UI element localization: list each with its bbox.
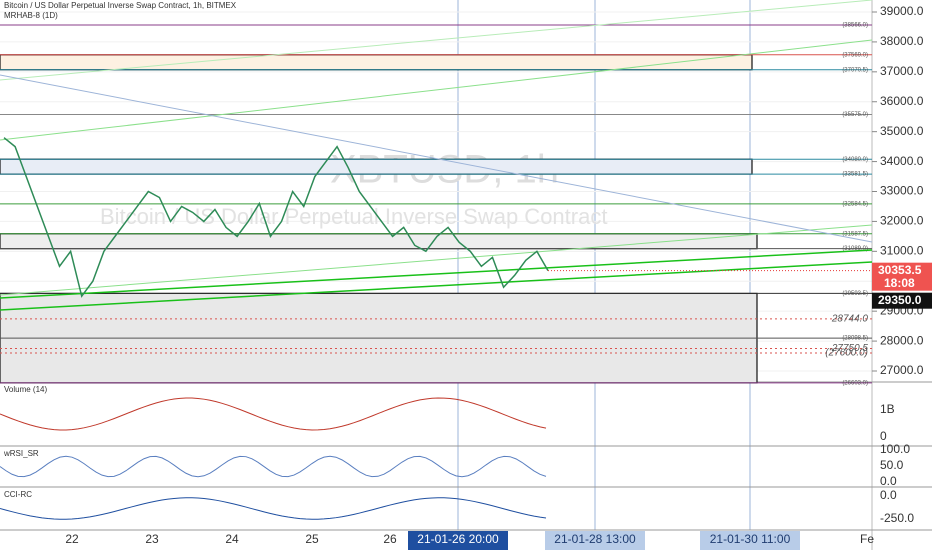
level-label: (34080.0) xyxy=(842,157,868,163)
level-label: (27600.0) xyxy=(825,348,868,359)
time-label: 23 xyxy=(145,532,159,546)
pane-tick-label: 1B xyxy=(880,402,895,416)
pane-tick-label: 100.0 xyxy=(880,442,910,456)
watermark-sub: Bitcoin / US Dollar Perpetual Inverse Sw… xyxy=(100,204,607,229)
trend-line xyxy=(0,249,873,299)
level-label: 27750.5 xyxy=(831,343,869,354)
last-price-tag xyxy=(872,262,932,291)
time-label: 22 xyxy=(65,532,79,546)
time-marker: 21-01-30 11:00 xyxy=(710,532,791,546)
trend-line xyxy=(0,74,873,243)
zone-box xyxy=(0,158,753,175)
price-tick-label: 28000.0 xyxy=(880,333,924,347)
pane-tick-label: -250.0 xyxy=(880,511,914,525)
indicator-line xyxy=(0,455,547,478)
pane-label: CCI-RC xyxy=(4,490,32,499)
pane-tick-label: 0.0 xyxy=(880,474,897,488)
level-label: (32584.5) xyxy=(842,202,868,208)
price-tick-label: 39000.0 xyxy=(880,4,924,18)
level-label: (28098.5) xyxy=(842,336,868,342)
time-marker: 21-01-26 20:00 xyxy=(417,532,499,546)
time-marker-bg xyxy=(408,531,508,550)
trend-line xyxy=(0,0,873,81)
level-label: (37070.5) xyxy=(842,67,868,73)
trend-line xyxy=(0,224,873,296)
price-tick-label: 33000.0 xyxy=(880,184,924,198)
pane-tick-label: 0 xyxy=(880,429,887,443)
level-label: (29593.5) xyxy=(842,291,868,297)
level-tag xyxy=(872,292,932,309)
indicator-line xyxy=(0,397,547,431)
countdown: 18:08 xyxy=(884,276,915,290)
level-label: 28744.0 xyxy=(831,313,869,324)
price-tick-label: 27000.0 xyxy=(880,363,924,377)
price-tick-label: 38000.0 xyxy=(880,34,924,48)
pane-tick-label: 0.0 xyxy=(880,488,897,502)
time-label: 25 xyxy=(305,532,319,546)
level-label: (33581.5) xyxy=(842,172,868,178)
indicator-line xyxy=(0,497,547,520)
price-tick-label: 35000.0 xyxy=(880,124,924,138)
price-tick-label: 36000.0 xyxy=(880,94,924,108)
price-tick-label: 32000.0 xyxy=(880,214,924,228)
time-label: 24 xyxy=(225,532,239,546)
pane-label: Volume (14) xyxy=(4,385,47,394)
level-label: (31089.0) xyxy=(842,246,868,252)
price-tick-label: 31000.0 xyxy=(880,244,924,258)
pane-label: wRSI_SR xyxy=(3,449,39,458)
price-tick-label: 34000.0 xyxy=(880,154,924,168)
last-price-label: 30353.5 xyxy=(878,263,922,277)
level-label: (26603.0) xyxy=(842,380,868,386)
price-line xyxy=(3,137,549,298)
price-tick-label: 37000.0 xyxy=(880,64,924,78)
indicator-label: MRHAB-8 (1D) xyxy=(4,11,58,20)
level-label: (35575.0) xyxy=(842,112,868,118)
level-tag-label: 29350.0 xyxy=(878,293,922,307)
time-marker-bg xyxy=(700,531,800,550)
zone-box xyxy=(0,233,758,250)
pane-tick-label: 50.0 xyxy=(880,458,904,472)
zone-box xyxy=(0,54,753,71)
trend-line xyxy=(0,261,873,311)
time-label: 26 xyxy=(383,532,397,546)
chart-title: Bitcoin / US Dollar Perpetual Inverse Sw… xyxy=(4,1,237,10)
trend-line xyxy=(0,39,873,141)
level-label: (31587.5) xyxy=(842,231,868,237)
time-marker: 21-01-28 13:00 xyxy=(554,532,636,546)
level-label: (37569.0) xyxy=(842,52,868,58)
time-marker-bg xyxy=(545,531,645,550)
level-label: (38566.0) xyxy=(842,23,868,29)
time-label: Fe xyxy=(860,532,874,546)
